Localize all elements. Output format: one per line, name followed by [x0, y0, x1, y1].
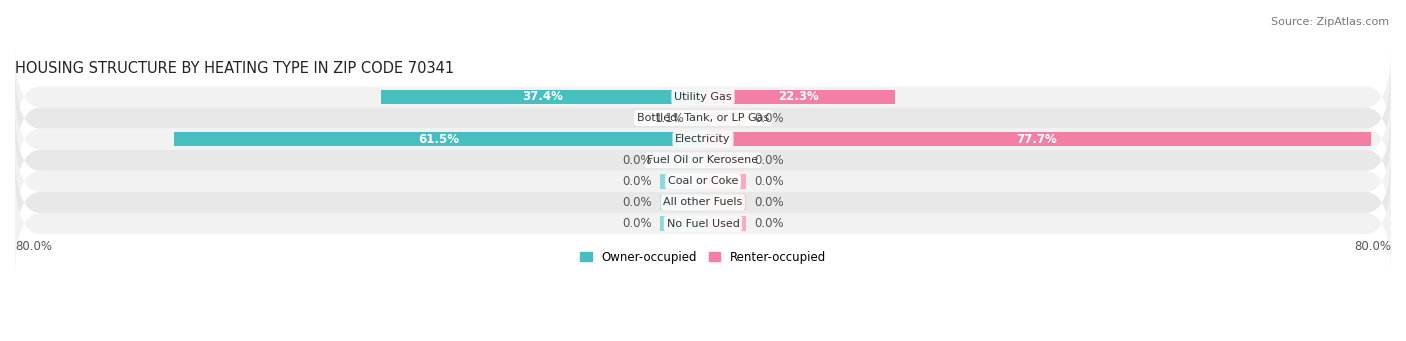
Text: All other Fuels: All other Fuels: [664, 197, 742, 207]
Bar: [659, 174, 703, 189]
Bar: [659, 153, 703, 167]
Text: Fuel Oil or Kerosene: Fuel Oil or Kerosene: [647, 155, 759, 165]
Text: 0.0%: 0.0%: [621, 217, 651, 230]
Text: 1.1%: 1.1%: [655, 112, 685, 124]
Bar: [703, 195, 747, 210]
Text: 0.0%: 0.0%: [755, 196, 785, 209]
Bar: [659, 217, 703, 231]
Text: Source: ZipAtlas.com: Source: ZipAtlas.com: [1271, 17, 1389, 27]
Bar: [703, 217, 747, 231]
Text: 0.0%: 0.0%: [621, 175, 651, 188]
Text: 80.0%: 80.0%: [15, 240, 52, 253]
Text: Utility Gas: Utility Gas: [675, 92, 731, 102]
Text: HOUSING STRUCTURE BY HEATING TYPE IN ZIP CODE 70341: HOUSING STRUCTURE BY HEATING TYPE IN ZIP…: [15, 61, 454, 76]
Text: 77.7%: 77.7%: [1017, 133, 1057, 146]
Text: Coal or Coke: Coal or Coke: [668, 176, 738, 187]
Bar: [703, 132, 1371, 146]
FancyBboxPatch shape: [15, 150, 1391, 255]
Text: 61.5%: 61.5%: [418, 133, 458, 146]
FancyBboxPatch shape: [15, 65, 1391, 171]
FancyBboxPatch shape: [15, 129, 1391, 234]
Text: 0.0%: 0.0%: [755, 217, 785, 230]
Text: 0.0%: 0.0%: [755, 154, 785, 167]
Bar: [174, 132, 703, 146]
Bar: [703, 90, 894, 104]
Text: 80.0%: 80.0%: [1354, 240, 1391, 253]
Text: 37.4%: 37.4%: [522, 90, 562, 103]
FancyBboxPatch shape: [15, 44, 1391, 150]
Legend: Owner-occupied, Renter-occupied: Owner-occupied, Renter-occupied: [579, 251, 827, 264]
Bar: [693, 111, 703, 125]
Text: Bottled, Tank, or LP Gas: Bottled, Tank, or LP Gas: [637, 113, 769, 123]
Bar: [381, 90, 703, 104]
Bar: [659, 195, 703, 210]
Text: 22.3%: 22.3%: [779, 90, 820, 103]
Text: 0.0%: 0.0%: [755, 112, 785, 124]
Bar: [703, 174, 747, 189]
FancyBboxPatch shape: [15, 107, 1391, 213]
Text: No Fuel Used: No Fuel Used: [666, 219, 740, 228]
FancyBboxPatch shape: [15, 86, 1391, 192]
Text: 0.0%: 0.0%: [621, 196, 651, 209]
Bar: [703, 111, 747, 125]
Text: 0.0%: 0.0%: [755, 175, 785, 188]
Text: Electricity: Electricity: [675, 134, 731, 144]
Bar: [703, 153, 747, 167]
FancyBboxPatch shape: [15, 171, 1391, 276]
Text: 0.0%: 0.0%: [621, 154, 651, 167]
